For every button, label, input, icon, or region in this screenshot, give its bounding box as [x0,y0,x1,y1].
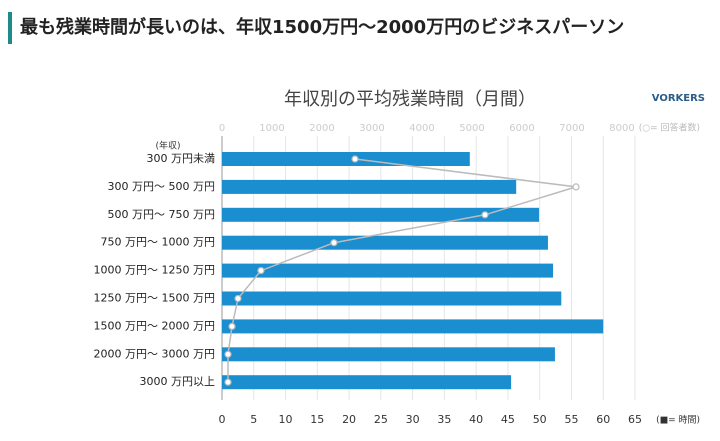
legend-entry: (■= 時間) [656,415,700,426]
bar [222,319,604,334]
y-tick-label: 1500 万円～ 2000 万円 [94,319,215,332]
y-tick-label: 1000 万円～ 1250 万円 [94,264,215,277]
respondents-point [330,239,338,247]
x2-tick-label: 3000 [359,123,384,134]
y-tick-label: 500 万円～ 750 万円 [108,208,215,221]
bar [222,152,470,166]
x-tick-label: 45 [501,413,515,426]
bar [222,375,512,390]
bar [222,263,554,278]
respondents-point [351,155,359,163]
header-title: 最も残業時間が長いのは、年収1500万円～2000万円のビジネスパーソン [20,16,624,38]
y-tick-label: 1250 万円～ 1500 万円 [94,292,215,305]
respondents-point [257,267,265,275]
x2-tick-label: 4000 [409,123,434,134]
x2-tick-label: 2000 [309,123,334,134]
y-tick-label: 300 万円未満 [147,152,216,165]
bar [222,291,562,306]
respondents-point [481,211,489,219]
respondents-point [572,183,580,191]
legend-entry: (○= 回答者数) [639,122,700,134]
header-accent [8,12,12,44]
x-tick-label: 60 [596,413,610,426]
brand: VORKERS [652,93,705,104]
chart-title: 年収別の平均残業時間（月間） [284,89,536,110]
respondents-point [224,350,232,358]
y-tick-label: 2000 万円～ 3000 万円 [94,347,215,360]
x-tick-label: 0 [219,413,226,426]
respondents-point [224,378,232,386]
x-tick-label: 20 [342,413,356,426]
x-tick-label: 5 [250,413,257,426]
x-tick-label: 10 [279,413,293,426]
x-tick-label: 55 [564,413,578,426]
x2-tick-label: 7000 [559,123,584,134]
bar [222,235,548,250]
y-tick-label: 3000 万円以上 [140,375,216,388]
x2-tick-label: 8000 [609,123,634,134]
x-tick-label: 30 [406,413,420,426]
x-tick-label: 40 [469,413,483,426]
bar [222,179,517,194]
x-tick-label: 65 [628,413,642,426]
x-tick-label: 25 [374,413,388,426]
respondents-point [234,294,242,303]
x2-tick-label: 6000 [509,123,534,134]
category-axis-label: (年収) [155,140,180,152]
bar [222,207,540,222]
respondents-point [228,322,236,330]
x2-tick-label: 1000 [259,123,284,134]
x-tick-label: 35 [437,413,451,426]
y-tick-label: 300 万円～ 500 万円 [108,180,215,193]
x-tick-label: 50 [533,413,547,426]
x2-tick-label: 0 [219,123,225,134]
x-tick-label: 15 [310,413,324,426]
bar [222,347,555,362]
y-tick-label: 750 万円～ 1000 万円 [101,236,215,249]
x2-tick-label: 5000 [459,123,484,134]
